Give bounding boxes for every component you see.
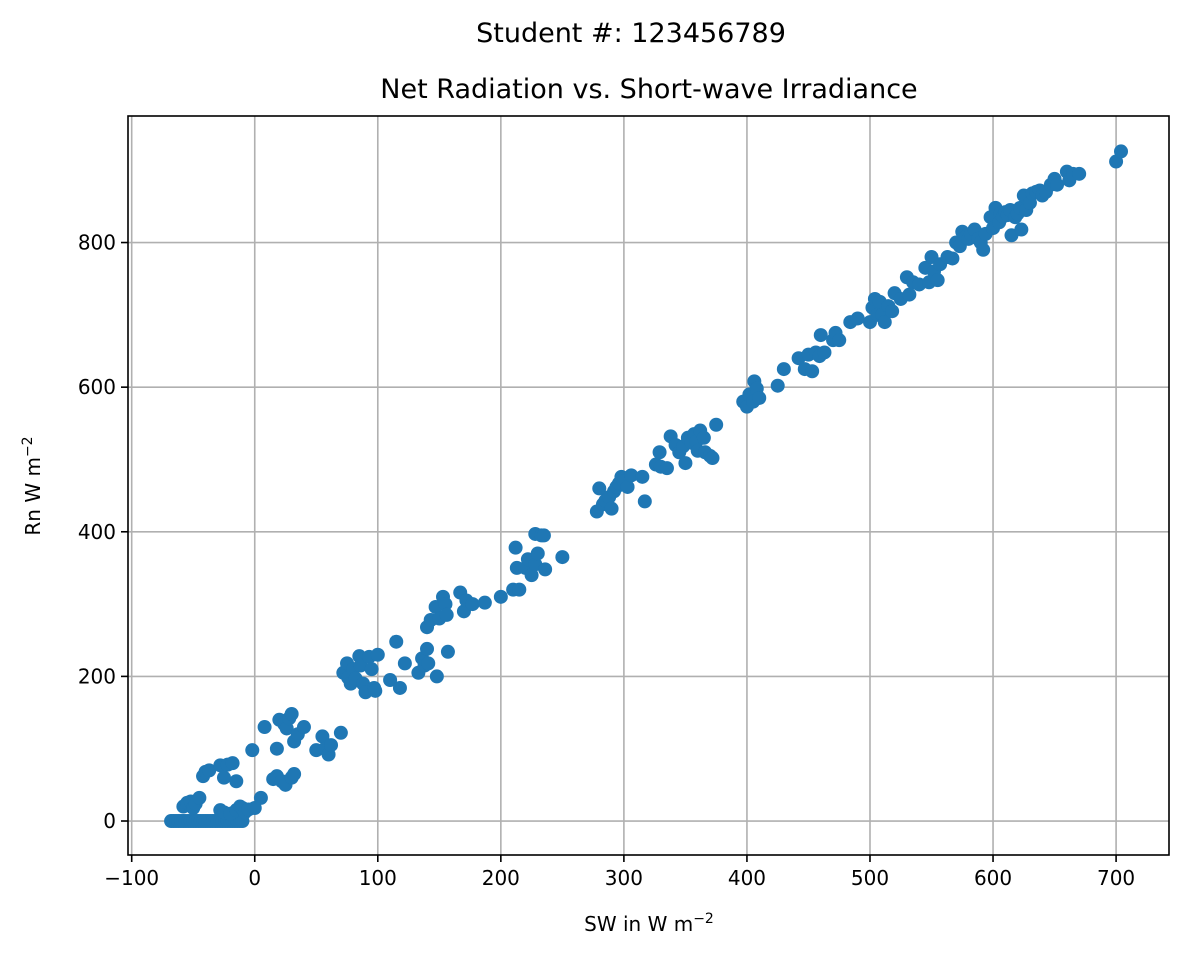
data-point [225,756,240,771]
data-point [229,774,244,789]
data-point [1072,166,1087,181]
data-point [592,481,607,496]
data-point [287,767,302,782]
chart-title: Net Radiation vs. Short-wave Irradiance [380,74,917,105]
data-point [421,656,436,671]
data-point [383,673,398,688]
y-tick-label: 0 [103,809,116,833]
data-point [465,597,480,612]
data-point [538,562,553,577]
data-point [945,251,960,266]
data-point [850,311,865,326]
x-axis-label: SW in W m−2 [584,911,714,936]
x-tick-label: 700 [1097,866,1135,890]
data-point [253,790,268,805]
data-point [315,729,330,744]
data-point [493,589,508,604]
data-point [678,456,693,471]
data-point [438,597,453,612]
x-tick-label: 300 [605,866,643,890]
x-tick-label: 200 [482,866,520,890]
data-point [976,242,991,257]
axis-ticks: −100 0 100 200 300 400 500 600 700 0 200 400 600 800 [78,231,1135,890]
data-point [1014,222,1029,237]
data-point [420,641,435,656]
data-point [536,528,551,543]
x-tick-label: 100 [359,866,397,890]
data-point [439,607,454,622]
data-point [296,720,311,735]
x-tick-label: 500 [851,866,889,890]
data-point [620,479,635,494]
data-point [902,287,917,302]
grid-lines [128,116,1169,855]
y-axis-label: Rn W m−2 [20,436,45,535]
data-point [333,725,348,740]
data-point [604,501,619,516]
x-tick-label: −100 [104,866,159,890]
y-tick-label: 600 [78,375,116,399]
data-point [770,378,785,393]
data-point [370,647,385,662]
data-point [652,445,667,460]
data-point [257,720,272,735]
data-point [392,680,407,695]
data-point [885,304,900,319]
data-point [397,656,412,671]
data-point [696,430,711,445]
y-tick-label: 400 [78,520,116,544]
chart-suptitle: Student #: 123456789 [476,18,786,49]
plot-frame [127,115,1170,856]
data-point [813,328,828,343]
data-point [659,461,674,476]
data-point [832,333,847,348]
data-point [776,362,791,377]
data-point [705,451,720,466]
data-point [508,540,523,555]
data-point [389,634,404,649]
data-point [877,315,892,330]
data-point [635,469,650,484]
data-point [245,743,260,758]
data-point [477,595,492,610]
data-point [429,669,444,684]
x-tick-label: 0 [248,866,261,890]
data-point [709,417,724,432]
x-tick-label: 400 [728,866,766,890]
data-point [368,683,383,698]
data-point [512,582,527,597]
data-point [805,364,820,379]
data-point [192,790,207,805]
x-tick-label: 600 [974,866,1012,890]
data-point [284,706,299,721]
data-point [269,741,284,756]
data-point [817,345,832,360]
y-tick-label: 800 [78,231,116,255]
data-point [202,763,217,778]
data-point [624,468,639,483]
data-point [364,662,379,677]
data-point [216,770,231,785]
data-point [247,800,262,815]
data-point [530,546,545,561]
data-point [930,273,945,288]
data-point [1050,177,1065,192]
data-point [1114,144,1129,159]
data-point [440,644,455,659]
data-point [637,494,652,509]
data-point [324,738,339,753]
data-point [555,550,570,565]
y-tick-label: 200 [78,664,116,688]
data-point [752,391,767,406]
data-point [524,568,539,583]
data-point [353,658,368,673]
data-points [164,144,1129,829]
